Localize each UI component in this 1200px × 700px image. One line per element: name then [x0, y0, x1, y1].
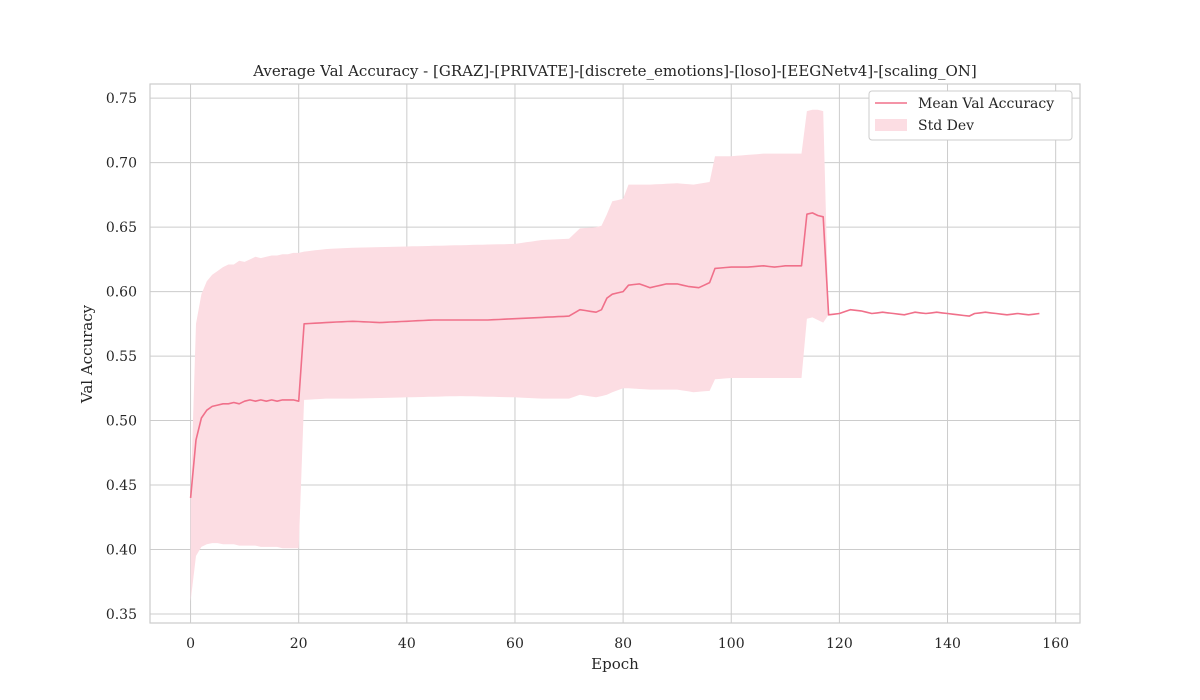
y-tick-label: 0.40: [106, 543, 137, 559]
legend-label-mean: Mean Val Accuracy: [918, 96, 1054, 112]
x-axis-label: Epoch: [591, 655, 639, 673]
std-dev-band: [190, 109, 1040, 602]
y-tick-labels: 0.35 0.40 0.45 0.50 0.55 0.60 0.65 0.70 0.75: [106, 91, 137, 623]
y-tick-label: 0.45: [106, 478, 137, 494]
y-tick-label: 0.65: [106, 220, 137, 236]
x-tick-label: 0: [186, 636, 195, 652]
mean-val-accuracy-line: [189, 212, 1040, 498]
x-tick-label: 80: [614, 636, 632, 652]
x-tick-label: 140: [934, 636, 961, 652]
legend-box: [868, 90, 1073, 141]
legend-swatch-std: [875, 119, 907, 131]
x-tick-label: 60: [506, 636, 524, 652]
legend-label-std: Std Dev: [918, 118, 974, 134]
std-dev-band-layer: [190, 109, 1040, 602]
y-tick-label: 0.50: [106, 414, 137, 430]
y-tick-label: 0.60: [106, 285, 137, 301]
chart-title: Average Val Accuracy - [GRAZ]-[PRIVATE]-…: [252, 62, 977, 80]
y-tick-label: 0.75: [106, 91, 137, 107]
y-tick-label: 0.70: [106, 156, 137, 172]
y-tick-label: 0.35: [106, 607, 137, 623]
x-tick-label: 20: [290, 636, 308, 652]
x-tick-label: 120: [826, 636, 853, 652]
y-axis-label: Val Accuracy: [78, 304, 96, 404]
x-tick-labels: 0 20 40 60 80 100 120 140 160: [186, 636, 1069, 652]
mean-line-layer: [189, 212, 1040, 498]
x-tick-label: 100: [718, 636, 745, 652]
legend: Mean Val Accuracy Std Dev: [868, 90, 1073, 141]
plot-frame: [149, 83, 1081, 624]
y-tick-label: 0.55: [106, 349, 137, 365]
x-tick-label: 40: [398, 636, 416, 652]
x-tick-label: 160: [1042, 636, 1069, 652]
